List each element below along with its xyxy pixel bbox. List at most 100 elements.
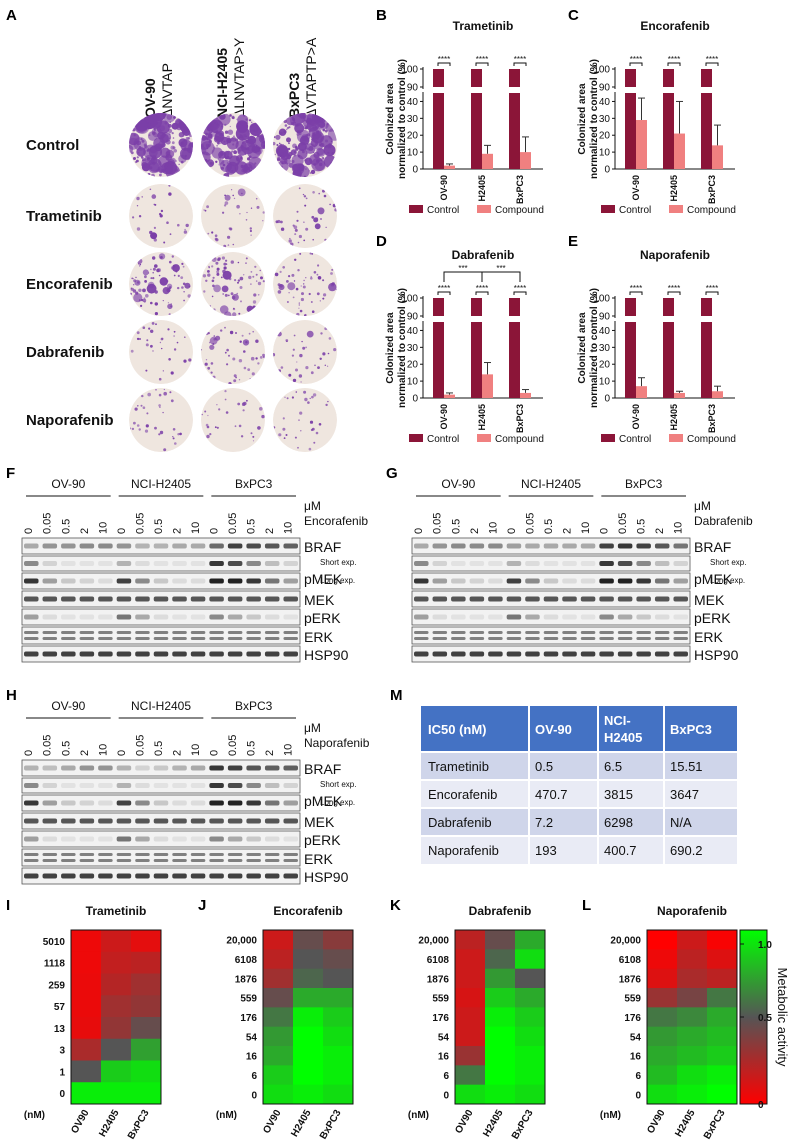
colony: [250, 432, 253, 435]
chart-title: Dabrafenib: [452, 248, 515, 262]
colony: [129, 145, 134, 153]
colony: [167, 302, 169, 304]
colony: [236, 121, 248, 134]
band: [580, 543, 596, 549]
band: [617, 614, 633, 620]
colony: [137, 281, 140, 284]
colony: [295, 368, 298, 372]
heatmap-cell: [647, 1046, 678, 1066]
band: [283, 578, 298, 584]
colony: [210, 362, 214, 365]
band: [414, 543, 429, 549]
blot-unit: μM: [304, 721, 321, 735]
colony: [291, 273, 295, 277]
band: [673, 578, 688, 584]
colony: [315, 125, 318, 128]
sig-stars: ***: [496, 264, 505, 273]
colony: [207, 270, 210, 273]
colony: [295, 391, 298, 393]
band: [617, 631, 633, 634]
chart-title: Trametinib: [453, 19, 514, 33]
colony: [324, 238, 327, 242]
colony: [277, 219, 281, 224]
colony: [234, 425, 237, 428]
band: [654, 543, 670, 549]
colony: [177, 433, 180, 436]
colony: [279, 152, 284, 156]
band: [264, 578, 280, 584]
colony: [273, 141, 276, 146]
table-row-bg: [421, 752, 737, 780]
table-header-bg: [421, 706, 737, 752]
colony: [302, 114, 316, 128]
y-tick-label: 0: [412, 394, 418, 405]
panel-label-b: B: [376, 7, 387, 24]
colony: [304, 159, 307, 162]
y-tick-label: 90: [599, 312, 611, 323]
colony: [299, 252, 302, 255]
colony: [280, 366, 284, 369]
band: [42, 561, 58, 566]
colony: [237, 188, 246, 197]
colony: [319, 300, 321, 302]
colony: [312, 133, 316, 137]
colony: [183, 299, 186, 302]
table-header-cell: H2405: [604, 730, 642, 745]
band: [190, 859, 206, 862]
blot-exposure-label: Long exp.: [320, 576, 355, 585]
band: [580, 578, 596, 584]
band: [654, 631, 670, 634]
band: [135, 818, 150, 824]
colony: [256, 205, 260, 209]
colony: [296, 219, 299, 222]
band: [172, 651, 187, 657]
band: [24, 561, 39, 566]
colony: [257, 281, 262, 286]
band: [135, 765, 150, 771]
colony: [295, 287, 299, 291]
band: [432, 596, 448, 602]
sig-bracket: [481, 271, 521, 282]
band: [264, 637, 280, 640]
heatmap-cell: [485, 1007, 516, 1028]
colony: [156, 120, 170, 134]
colony: [236, 292, 238, 295]
band: [190, 818, 206, 824]
band: [246, 631, 261, 634]
y-tick-label: 100: [593, 65, 610, 76]
colony: [301, 292, 304, 296]
colony: [178, 138, 188, 148]
band: [209, 651, 224, 657]
band: [543, 578, 559, 584]
concentration-label: 5010: [43, 937, 66, 948]
sig-bracket: [629, 291, 643, 295]
colony: [145, 343, 149, 347]
panel-label-c: C: [568, 7, 579, 24]
band: [116, 614, 132, 620]
y-tick-label: 20: [599, 131, 611, 142]
y-tick-label: 90: [407, 312, 419, 323]
band: [283, 637, 298, 640]
band: [24, 765, 39, 771]
band: [153, 818, 169, 824]
bar-control: [625, 69, 636, 87]
bar-compound: [520, 152, 531, 169]
dose-label: 2: [171, 750, 183, 756]
colony: [168, 313, 171, 316]
colony: [305, 197, 308, 200]
colony: [251, 372, 255, 376]
colony: [255, 273, 258, 276]
band: [98, 543, 113, 549]
heatmap-cell: [131, 995, 162, 1018]
band: [79, 631, 95, 634]
band: [506, 651, 522, 657]
y-tick-label: 40: [407, 326, 419, 337]
colony: [137, 258, 143, 264]
colony: [327, 400, 329, 403]
colony: [238, 312, 241, 315]
dose-label: 0.5: [60, 741, 72, 756]
colony: [155, 323, 157, 326]
colony: [302, 150, 305, 154]
colony: [260, 135, 264, 140]
colony: [213, 308, 216, 312]
